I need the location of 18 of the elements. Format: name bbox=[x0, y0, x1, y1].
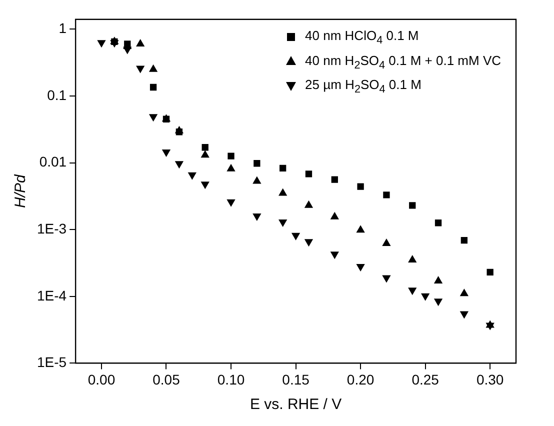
legend-label: 40 nm HClO$_{4}$ 0.1 M bbox=[305, 28, 419, 47]
x-tick-label: 0.15 bbox=[282, 371, 310, 388]
x-tick-label: 0.30 bbox=[476, 371, 504, 388]
x-tick-label: 0.25 bbox=[412, 371, 440, 388]
y-axis-title: H/Pd bbox=[12, 174, 30, 208]
x-tick-label: 0.05 bbox=[152, 371, 180, 388]
y-tick-label: 1E-4 bbox=[36, 287, 67, 304]
y-tick-label: 1E-3 bbox=[36, 220, 67, 236]
x-tick-label: 0.00 bbox=[88, 371, 116, 388]
y-tick-label: 0.1 bbox=[47, 86, 67, 103]
x-tick-label: 0.20 bbox=[346, 371, 374, 388]
legend-label: 40 nm H$_{2}$SO$_{4}$ 0.1 M + 0.1 mM VC bbox=[305, 52, 501, 72]
y-tick-label: 1E-5 bbox=[36, 354, 67, 370]
y-tick-label: 0.01 bbox=[39, 154, 67, 170]
y-tick-label: 1 bbox=[58, 20, 67, 36]
legend-label: 25 µm H$_{2}$SO$_{4}$ 0.1 M bbox=[305, 77, 422, 96]
x-tick-label: 0.10 bbox=[217, 371, 245, 388]
x-axis-title: E vs. RHE / V bbox=[250, 396, 342, 414]
